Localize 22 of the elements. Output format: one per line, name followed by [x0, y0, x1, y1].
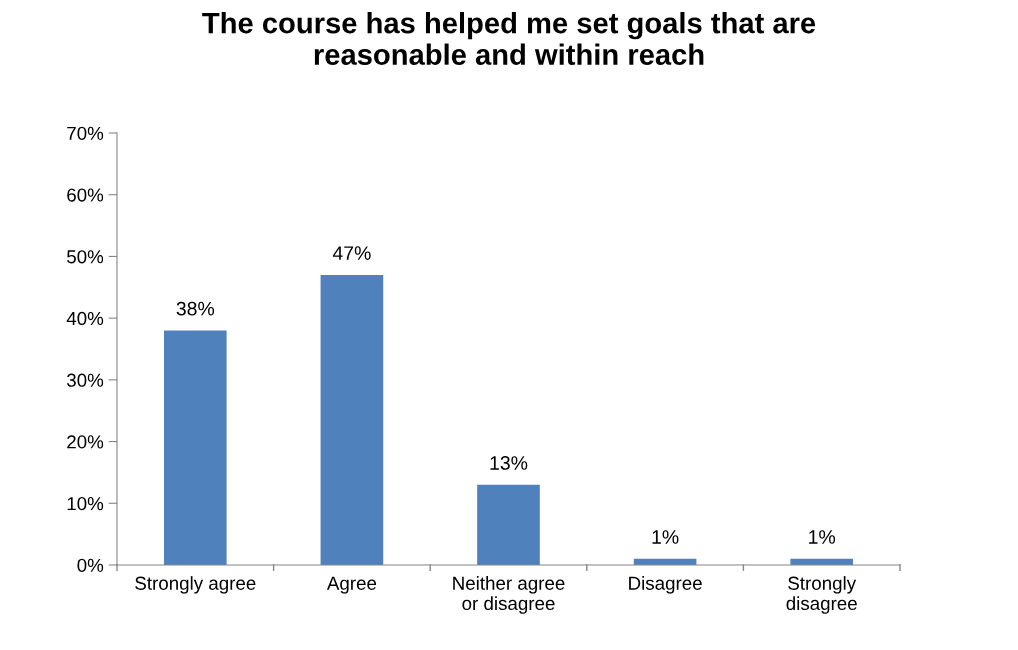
data-label: 47%: [332, 246, 371, 260]
y-tick-label: 60%: [67, 188, 104, 202]
y-tick-label: 70%: [67, 126, 104, 140]
y-tick-label: 50%: [67, 250, 104, 264]
y-tick-label: 10%: [67, 496, 104, 511]
data-label: 38%: [176, 301, 215, 316]
bar: [320, 274, 384, 565]
chart-title: The course has helped me set goals that are reasonable and within reach: [202, 12, 816, 65]
y-tick-label: 40%: [66, 311, 104, 326]
x-tick-label: Agree: [326, 576, 377, 594]
x-tick-label: Strongly agree: [135, 576, 256, 594]
x-tick-label: Disagree: [629, 576, 702, 594]
x-tick-label: Neither agree or disagree: [453, 576, 565, 614]
bar: [163, 330, 227, 565]
data-label: 13%: [490, 456, 528, 470]
data-label: 1%: [652, 530, 679, 544]
bar: [477, 484, 540, 565]
y-tick-label: 30%: [66, 373, 104, 387]
x-tick-label: Strongly disagree: [786, 576, 857, 614]
y-tick-label: 20%: [67, 435, 104, 449]
data-label: 1%: [809, 530, 836, 544]
y-tick-label: 0%: [77, 558, 104, 572]
